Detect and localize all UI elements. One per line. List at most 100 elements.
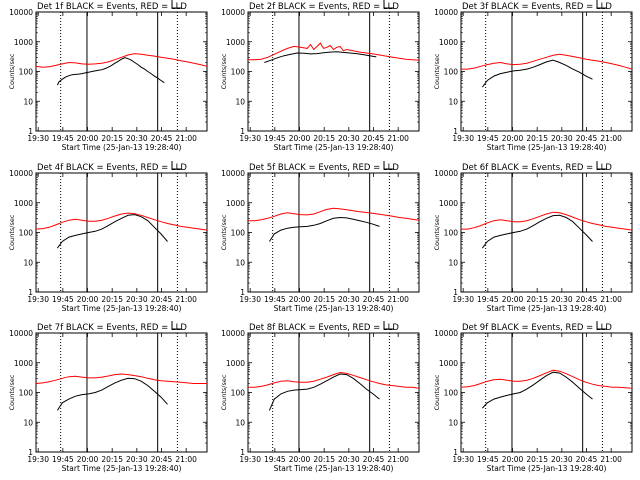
- series-black-line: [481, 59, 593, 88]
- x-tick-label: 20:15: [313, 295, 335, 304]
- x-tick-label: 20:30: [551, 134, 573, 143]
- plot-frame: [460, 172, 633, 293]
- y-tick-label: 1: [28, 448, 33, 457]
- chart-title: Det 1f BLACK = Events, RED = LLD: [37, 2, 187, 12]
- series-black-line: [56, 57, 165, 86]
- chart-panel-1: Det 1f BLACK = Events, RED = LLD 1 10 100 10…: [8, 0, 208, 152]
- x-tick-label: 19:30: [27, 455, 49, 464]
- series-black-line: [482, 371, 593, 409]
- chart-title: Det 7f BLACK = Events, RED = LLD: [37, 323, 187, 333]
- y-tick-label: 10: [23, 258, 33, 267]
- x-tick-label: 19:30: [452, 134, 474, 143]
- y-tick-label: 1: [453, 127, 458, 136]
- series-red-line: [248, 371, 420, 389]
- chart-panel-6: Det 6f BLACK = Events, RED = LLD 1 10 100 10…: [433, 161, 633, 313]
- title-marker: [171, 161, 182, 170]
- y-tick-label: 1: [240, 448, 245, 457]
- y-tick-label: 100: [19, 229, 34, 238]
- y-tick-label: 10: [235, 97, 245, 106]
- title-marker: [171, 321, 182, 330]
- x-tick-label: 19:30: [452, 295, 474, 304]
- x-tick-label: 21:00: [600, 134, 622, 143]
- series-black-line: [264, 51, 377, 63]
- y-tick-label: 10000: [434, 169, 458, 178]
- series-red-line: [461, 53, 633, 70]
- y-tick-label: 10: [23, 418, 33, 427]
- title-marker: [596, 321, 607, 330]
- plot-frame: [247, 172, 420, 293]
- x-axis-label: Start Time (25-Jan-13 19:28:40): [62, 304, 182, 313]
- series-black-line: [56, 214, 168, 249]
- title-marker: [383, 321, 394, 330]
- x-tick-label: 19:30: [239, 134, 261, 143]
- y-axis-label: Counts/sec: [8, 214, 16, 250]
- x-tick-label: 20:30: [551, 295, 573, 304]
- x-tick-label: 19:45: [264, 455, 286, 464]
- series-red-line: [35, 212, 208, 231]
- x-axis-label: Start Time (25-Jan-13 19:28:40): [487, 464, 607, 473]
- y-tick-label: 10000: [434, 8, 458, 17]
- series-red-line: [461, 211, 633, 231]
- title-marker: [383, 0, 394, 9]
- x-tick-label: 20:00: [289, 455, 311, 464]
- y-tick-label: 10000: [221, 169, 245, 178]
- x-tick-label: 21:00: [175, 295, 197, 304]
- y-tick-label: 10000: [221, 329, 245, 338]
- y-tick-label: 100: [231, 229, 246, 238]
- x-tick-label: 19:30: [27, 295, 49, 304]
- series-black-line: [268, 216, 380, 242]
- y-tick-label: 1000: [226, 359, 245, 368]
- x-axis-label: Start Time (25-Jan-13 19:28:40): [62, 143, 182, 152]
- y-tick-label: 10: [235, 258, 245, 267]
- chart-panel-8: Det 8f BLACK = Events, RED = LLD 1 10 100 10…: [220, 321, 420, 473]
- x-tick-label: 19:45: [52, 295, 74, 304]
- x-tick-label: 20:30: [126, 295, 148, 304]
- x-tick-label: 21:00: [175, 455, 197, 464]
- y-tick-label: 10: [448, 97, 458, 106]
- y-tick-label: 100: [19, 389, 34, 398]
- x-tick-label: 19:45: [477, 295, 499, 304]
- y-tick-label: 1000: [439, 359, 458, 368]
- y-tick-label: 1000: [226, 199, 245, 208]
- y-tick-label: 1: [453, 288, 458, 297]
- y-tick-label: 1000: [14, 199, 33, 208]
- y-tick-label: 100: [231, 68, 246, 77]
- y-tick-label: 1000: [439, 199, 458, 208]
- x-tick-label: 19:45: [477, 134, 499, 143]
- x-tick-label: 20:45: [363, 134, 385, 143]
- series-red-line: [248, 42, 420, 61]
- chart-title: Det 8f BLACK = Events, RED = LLD: [249, 323, 399, 333]
- y-axis-label: Counts/sec: [433, 214, 441, 250]
- series-red-line: [35, 53, 208, 68]
- y-tick-label: 1000: [14, 359, 33, 368]
- y-tick-label: 1000: [439, 38, 458, 47]
- x-tick-label: 20:30: [551, 455, 573, 464]
- y-tick-label: 10: [448, 418, 458, 427]
- plot-frame: [460, 11, 633, 132]
- title-marker: [383, 161, 394, 170]
- x-tick-label: 21:00: [387, 455, 409, 464]
- x-tick-label: 20:15: [526, 134, 548, 143]
- y-axis-label: Counts/sec: [433, 374, 441, 410]
- y-tick-label: 10000: [9, 8, 33, 17]
- x-tick-label: 20:15: [313, 455, 335, 464]
- chart-title: Det 3f BLACK = Events, RED = LLD: [462, 2, 612, 12]
- y-tick-label: 100: [444, 229, 459, 238]
- x-tick-label: 20:45: [576, 455, 598, 464]
- plot-frame: [35, 11, 208, 132]
- x-tick-label: 20:15: [101, 455, 123, 464]
- x-tick-label: 20:30: [338, 134, 360, 143]
- y-tick-label: 1: [240, 288, 245, 297]
- series-black-line: [56, 377, 168, 411]
- x-tick-label: 20:00: [502, 134, 524, 143]
- y-tick-label: 1: [453, 448, 458, 457]
- chart-title: Det 6f BLACK = Events, RED = LLD: [462, 163, 612, 173]
- chart-title: Det 9f BLACK = Events, RED = LLD: [462, 323, 612, 333]
- x-tick-label: 21:00: [387, 134, 409, 143]
- x-axis-label: Start Time (25-Jan-13 19:28:40): [274, 143, 394, 152]
- x-tick-label: 19:45: [264, 295, 286, 304]
- chart-panel-3: Det 3f BLACK = Events, RED = LLD 1 10 100 10…: [433, 0, 633, 152]
- chart-title: Det 4f BLACK = Events, RED = LLD: [37, 163, 187, 173]
- x-tick-label: 20:15: [101, 134, 123, 143]
- plot-frame: [247, 11, 420, 132]
